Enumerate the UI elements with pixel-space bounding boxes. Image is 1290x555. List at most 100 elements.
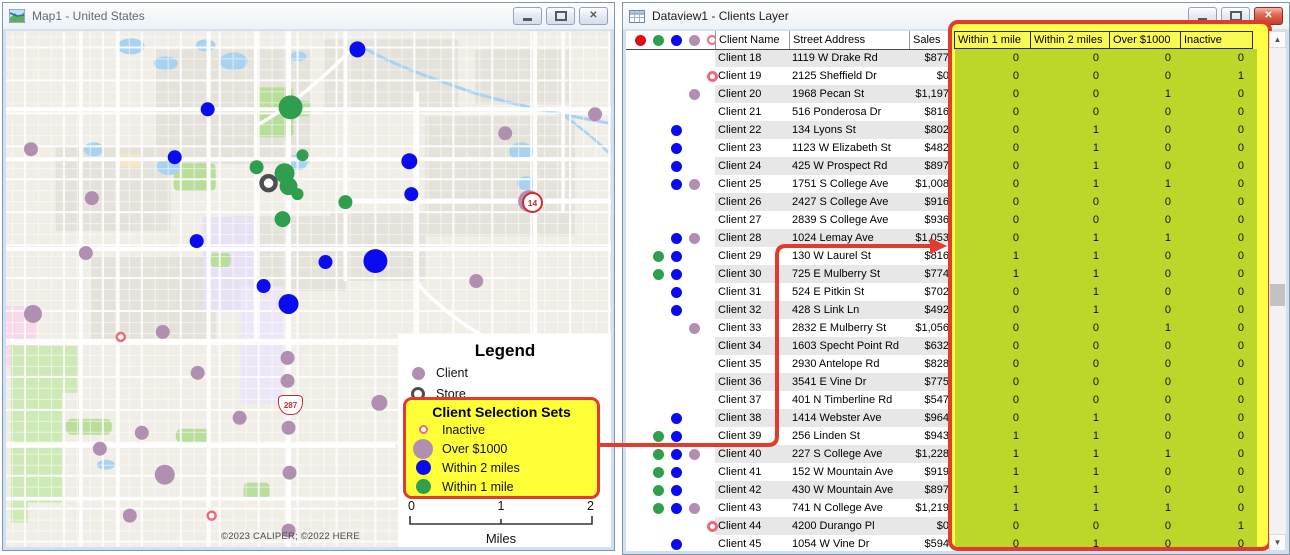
cell-address[interactable]: 1414 Webster Ave	[792, 412, 882, 424]
selected-set-dot-icon[interactable]	[635, 35, 646, 46]
selection-count-cell[interactable]: 0	[1012, 520, 1019, 532]
selection-count-cell[interactable]: 0	[1092, 322, 1099, 334]
cell-address[interactable]: 430 W Mountain Ave	[792, 484, 894, 496]
map-titlebar[interactable]: Map1 - United States ✕	[3, 3, 614, 30]
selection-count-cell[interactable]: 1	[1237, 520, 1244, 532]
selection-count-cell[interactable]: 1	[1164, 232, 1171, 244]
selection-count-cell[interactable]: 0	[1092, 196, 1099, 208]
w2-marker[interactable]	[404, 187, 419, 202]
selection-count-cell[interactable]: 0	[1012, 196, 1019, 208]
selection-count-cell[interactable]: 0	[1012, 178, 1019, 190]
cell-name[interactable]: Client 35	[718, 358, 762, 370]
selection-count-cell[interactable]: 0	[1164, 304, 1171, 316]
selection-count-cell[interactable]: 0	[1164, 376, 1171, 388]
scroll-down-button[interactable]: ▼	[1269, 534, 1286, 551]
selection-count-cell[interactable]: 1	[1092, 304, 1099, 316]
selection-count-cell[interactable]: 0	[1164, 394, 1171, 406]
cell-address[interactable]: 3541 E Vine Dr	[792, 376, 867, 388]
selection-count-cell[interactable]: 0	[1012, 160, 1019, 172]
selection-count-cell[interactable]: 0	[1012, 214, 1019, 226]
within-1-mile-set-dot-icon[interactable]	[653, 35, 664, 46]
selection-count-cell[interactable]: 1	[1012, 448, 1019, 460]
cell-address[interactable]: 134 Lyons St	[792, 124, 856, 136]
selection-count-cell[interactable]: 0	[1092, 376, 1099, 388]
selection-count-cell[interactable]: 0	[1164, 268, 1171, 280]
selection-count-cell[interactable]: 0	[1012, 412, 1019, 424]
table-row[interactable]: Client 26 2427 S College Ave $916	[626, 193, 1269, 211]
cell-address[interactable]: 741 N College Ave	[792, 502, 883, 514]
cell-address[interactable]: 524 E Pitkin St	[792, 286, 865, 298]
cell-address[interactable]: 130 W Laurel St	[792, 250, 871, 262]
selection-count-cell[interactable]: 0	[1164, 196, 1171, 208]
selection-count-cell[interactable]: 0	[1012, 322, 1019, 334]
cell-address[interactable]: 428 S Link Ln	[792, 304, 860, 316]
cell-address[interactable]: 725 E Mulberry St	[792, 268, 881, 280]
table-row[interactable]: Client 21 516 Ponderosa Dr $816	[626, 103, 1269, 121]
selection-count-cell[interactable]: 0	[1237, 448, 1244, 460]
w1-marker[interactable]	[291, 188, 304, 201]
cell-sales[interactable]: $816	[924, 250, 949, 262]
map-canvas[interactable]: 14 287 Legend Client Store Client Select…	[6, 31, 611, 547]
selection-count-cell[interactable]: 0	[1237, 358, 1244, 370]
selection-count-cell[interactable]: 1	[1092, 466, 1099, 478]
selection-count-cell[interactable]: 0	[1164, 412, 1171, 424]
selection-count-cell[interactable]: 0	[1237, 106, 1244, 118]
cell-name[interactable]: Client 34	[718, 340, 762, 352]
table-row[interactable]: Client 40 227 S College Ave $1,228	[626, 445, 1269, 463]
selection-count-cell[interactable]: 1	[1012, 430, 1019, 442]
selection-count-cell[interactable]: 0	[1012, 304, 1019, 316]
cell-address[interactable]: 152 W Mountain Ave	[792, 466, 894, 478]
cell-name[interactable]: Client 45	[718, 538, 762, 550]
selection-count-cell[interactable]: 0	[1164, 142, 1171, 154]
client-marker[interactable]	[84, 191, 99, 206]
cell-address[interactable]: 1054 W Vine Dr	[792, 538, 870, 550]
cell-address[interactable]: 1123 W Elizabeth St	[792, 142, 891, 154]
selection-count-cell[interactable]: 0	[1237, 502, 1244, 514]
selection-count-cell[interactable]: 0	[1164, 52, 1171, 64]
selection-count-cell[interactable]: 0	[1237, 250, 1244, 262]
selection-count-cell[interactable]: 0	[1237, 178, 1244, 190]
selection-count-cell[interactable]: 1	[1237, 70, 1244, 82]
selection-count-cell[interactable]: 1	[1092, 142, 1099, 154]
cell-name[interactable]: Client 23	[718, 142, 762, 154]
cell-sales[interactable]: $1,228	[915, 448, 949, 460]
cell-sales[interactable]: $774	[924, 268, 949, 280]
within-2-miles-set-dot-icon[interactable]	[671, 35, 682, 46]
inactive-marker[interactable]	[206, 510, 217, 521]
selection-count-cell[interactable]: 0	[1012, 340, 1019, 352]
cell-sales[interactable]: $828	[924, 358, 949, 370]
cell-sales[interactable]: $943	[924, 430, 949, 442]
inactive-marker[interactable]	[115, 331, 127, 343]
selection-count-cell[interactable]: 0	[1092, 214, 1099, 226]
selection-count-cell[interactable]: 0	[1164, 520, 1171, 532]
table-row[interactable]: Client 44 4200 Durango Pl $0	[626, 517, 1269, 535]
selection-count-cell[interactable]: 0	[1237, 376, 1244, 388]
table-row[interactable]: Client 43 741 N College Ave $1,219	[626, 499, 1269, 517]
cell-address[interactable]: 256 Linden St	[792, 430, 860, 442]
client-marker[interactable]	[78, 246, 93, 261]
w1-marker[interactable]	[338, 195, 353, 210]
selection-count-cell[interactable]: 0	[1237, 142, 1244, 154]
cell-address[interactable]: 401 N Timberline Rd	[792, 394, 893, 406]
cell-address[interactable]: 2832 E Mulberry St	[792, 322, 887, 334]
table-row[interactable]: Client 45 1054 W Vine Dr $594	[626, 535, 1269, 551]
cell-sales[interactable]: $936	[924, 214, 949, 226]
selection-count-cell[interactable]: 0	[1237, 160, 1244, 172]
client-marker[interactable]	[232, 410, 247, 425]
maximize-button[interactable]	[546, 7, 575, 25]
selection-count-cell[interactable]: 0	[1092, 358, 1099, 370]
cell-sales[interactable]: $547	[924, 394, 949, 406]
client-marker[interactable]	[371, 394, 388, 411]
selection-count-cell[interactable]: 0	[1237, 52, 1244, 64]
selection-count-cell[interactable]: 0	[1092, 88, 1099, 100]
selection-count-cell[interactable]: 1	[1092, 448, 1099, 460]
cell-sales[interactable]: $877	[924, 52, 949, 64]
cell-sales[interactable]: $816	[924, 106, 949, 118]
scroll-up-button[interactable]: ▲	[1269, 31, 1286, 48]
cell-name[interactable]: Client 37	[718, 394, 762, 406]
table-row[interactable]: Client 42 430 W Mountain Ave $897	[626, 481, 1269, 499]
client-marker[interactable]	[469, 274, 484, 289]
cell-address[interactable]: 1968 Pecan St	[792, 88, 865, 100]
selection-count-cell[interactable]: 0	[1012, 70, 1019, 82]
cell-name[interactable]: Client 42	[718, 484, 762, 496]
